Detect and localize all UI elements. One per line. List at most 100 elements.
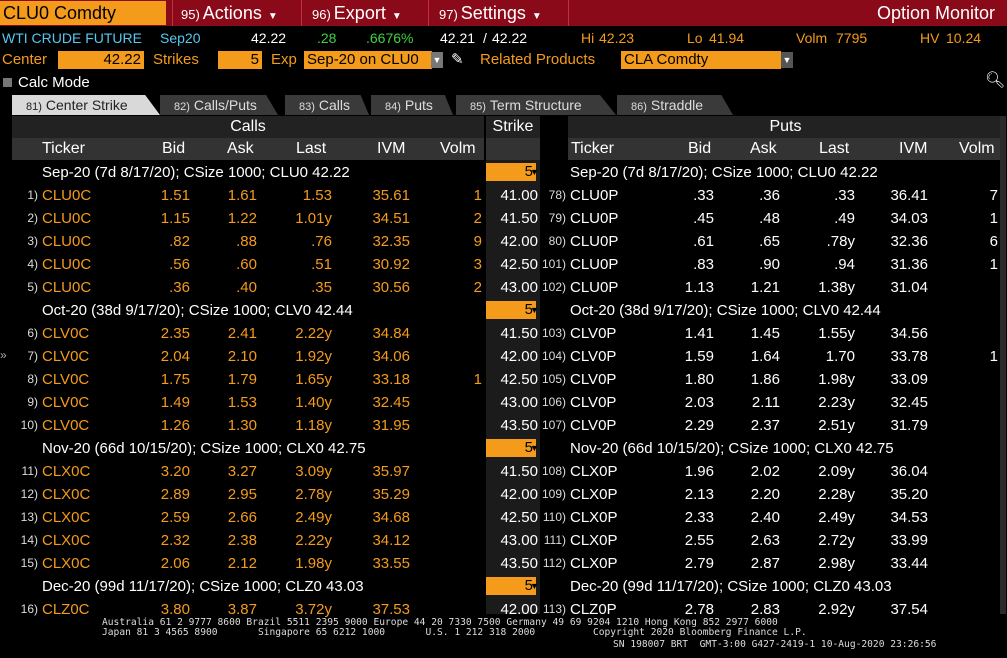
call-ticker[interactable]: CLX0C [42, 555, 91, 572]
call-ask: 1.79 [227, 371, 257, 388]
put-ticker[interactable]: CLU0P [570, 233, 619, 250]
strikes-input[interactable]: 5 [218, 51, 262, 69]
put-ticker[interactable]: CLV0P [570, 348, 617, 365]
col-ticker[interactable]: Ticker [42, 140, 85, 157]
table-row[interactable]: 5) CLU0C .36 .40 .35 30.56 2 43.00 102) CLU0P 1.13… [0, 276, 1000, 299]
expiry-dropdown-arrow-icon[interactable]: ▼ [431, 52, 443, 68]
table-row[interactable]: 10) CLV0C 1.26 1.30 1.18y 31.95 43.50 107) CLV0P… [0, 414, 1000, 437]
col-ask[interactable]: Ask [750, 140, 777, 157]
table-row[interactable]: 6) CLV0C 2.35 2.41 2.22y 34.84 41.50 103) CLV0P 1… [0, 322, 1000, 345]
call-ticker[interactable]: CLV0C [42, 348, 90, 365]
strikes-count-input[interactable]: 5 [486, 301, 536, 319]
call-ticker[interactable]: CLX0C [42, 509, 91, 526]
col-ivm[interactable]: IVM [899, 140, 928, 157]
call-bid: 3.80 [160, 601, 190, 618]
table-row[interactable]: 8) CLV0C 1.75 1.79 1.65y 33.18 1 42.50 105) CLV0P… [0, 368, 1000, 391]
col-volm[interactable]: Volm [959, 140, 995, 157]
col-ask[interactable]: Ask [227, 140, 254, 157]
put-ticker[interactable]: CLZ0P [570, 601, 617, 618]
security-ticker[interactable]: CLU0 Comdty [0, 1, 166, 25]
put-ticker[interactable]: CLX0P [570, 532, 618, 549]
settings-menu[interactable]: 97) Settings ▼ [428, 0, 568, 26]
col-last[interactable]: Last [819, 140, 850, 157]
pencil-icon[interactable]: ✎ [451, 51, 464, 68]
call-ticker[interactable]: CLV0C [42, 417, 90, 434]
related-products-input[interactable]: CLA Comdty [621, 51, 781, 69]
tab-calls-puts[interactable]: 82) Calls/Puts [160, 95, 278, 115]
strikes-count-input[interactable]: 5 [486, 577, 536, 595]
put-volm: 6 [989, 233, 998, 250]
strikes-dropdown-icon[interactable]: ▼ [530, 305, 539, 315]
put-ticker[interactable]: CLV0P [570, 371, 617, 388]
col-ticker[interactable]: Ticker [571, 140, 614, 157]
call-ticker[interactable]: CLZ0C [42, 601, 90, 618]
table-row[interactable]: 15) CLX0C 2.06 2.12 1.98y 33.55 43.50 112) CLX0P… [0, 552, 1000, 575]
table-row[interactable]: 1) CLU0C 1.51 1.61 1.53 35.61 1 41.00 78) CLU0P .3… [0, 184, 1000, 207]
strikes-dropdown-icon[interactable]: ▼ [530, 581, 539, 591]
strikes-count-input[interactable]: 5 [486, 439, 536, 457]
strikes-count-input[interactable]: 5 [486, 163, 536, 181]
expiry-select[interactable]: Sep-20 on CLU0 [304, 51, 432, 69]
call-ticker[interactable]: CLU0C [42, 256, 92, 273]
col-bid[interactable]: Bid [688, 140, 712, 157]
strikes-dropdown-icon[interactable]: ▼ [530, 443, 539, 453]
tab-straddle[interactable]: 86) Straddle [617, 95, 733, 115]
calc-mode-checkbox[interactable] [3, 78, 12, 87]
call-ticker[interactable]: CLX0C [42, 532, 91, 549]
table-row[interactable]: 9) CLV0C 1.49 1.53 1.40y 32.45 43.00 106) CLV0P 2… [0, 391, 1000, 414]
call-last: 1.01y [295, 210, 332, 227]
strikes-dropdown-icon[interactable]: ▼ [530, 167, 539, 177]
call-ticker[interactable]: CLU0C [42, 210, 92, 227]
put-ticker[interactable]: CLV0P [570, 394, 617, 411]
col-volm[interactable]: Volm [440, 140, 476, 157]
call-ask: 2.66 [227, 509, 257, 526]
table-row[interactable]: 7) CLV0C 2.04 2.10 1.92y 34.06 42.00 104) CLV0P 1… [0, 345, 1000, 368]
col-bid[interactable]: Bid [162, 140, 186, 157]
tab-puts[interactable]: 84) Puts [371, 95, 453, 115]
table-row[interactable]: 16) CLZ0C 3.80 3.87 3.72y 37.53 42.00 113) CLZ0P… [0, 598, 1000, 621]
put-ticker[interactable]: CLX0P [570, 555, 618, 572]
center-input[interactable]: 42.22 [58, 51, 144, 69]
col-ivm[interactable]: IVM [377, 140, 406, 157]
call-ticker[interactable]: CLV0C [42, 371, 90, 388]
table-row[interactable]: 2) CLU0C 1.15 1.22 1.01y 34.51 2 41.50 79) CLU0P.… [0, 207, 1000, 230]
put-ticker[interactable]: CLX0P [570, 463, 618, 480]
tab-center-strike[interactable]: 81) Center Strike [12, 95, 160, 115]
put-ticker[interactable]: CLV0P [570, 417, 617, 434]
put-ticker[interactable]: CLV0P [570, 325, 617, 342]
call-row-index: 6) [27, 326, 38, 340]
call-ticker[interactable]: CLU0C [42, 279, 92, 296]
table-row[interactable]: 13) CLX0C 2.59 2.66 2.49y 34.68 42.50 110) CLX0P… [0, 506, 1000, 529]
tab-calls[interactable]: 83) Calls [285, 95, 369, 115]
calls-header: Calls [12, 116, 484, 138]
call-ticker[interactable]: CLU0C [42, 187, 92, 204]
zoom-icon[interactable]: 🔍︎ [985, 72, 1006, 89]
call-ticker[interactable]: CLV0C [42, 325, 90, 342]
vertical-scrollbar[interactable] [1000, 116, 1006, 614]
put-ticker[interactable]: CLU0P [570, 279, 619, 296]
table-row[interactable]: 12) CLX0C 2.89 2.95 2.78y 35.29 42.00 109) CLX0P… [0, 483, 1000, 506]
actions-menu[interactable]: 95) Actions ▼ [172, 0, 300, 26]
put-ticker[interactable]: CLU0P [570, 187, 619, 204]
table-row[interactable]: 4) CLU0C .56 .60 .51 30.92 3 42.50 101) CLU0P .83.… [0, 253, 1000, 276]
call-ticker[interactable]: CLV0C [42, 394, 90, 411]
table-row[interactable]: 14) CLX0C 2.32 2.38 2.22y 34.12 43.00 111) CLX0P… [0, 529, 1000, 552]
call-last: 1.18y [295, 417, 332, 434]
put-ticker[interactable]: CLX0P [570, 509, 618, 526]
call-ticker[interactable]: CLX0C [42, 486, 91, 503]
put-ticker[interactable]: CLU0P [570, 210, 619, 227]
put-ticker[interactable]: CLU0P [570, 256, 619, 273]
related-dropdown-arrow-icon[interactable]: ▼ [781, 52, 793, 68]
call-ticker[interactable]: CLU0C [42, 233, 92, 250]
call-ask: 2.41 [227, 325, 257, 342]
call-ask: 2.10 [227, 348, 257, 365]
export-menu[interactable]: 96) Export ▼ [301, 0, 427, 26]
expand-arrow-icon[interactable]: » [0, 348, 7, 362]
tab-term-structure[interactable]: 85) Term Structure [456, 95, 616, 115]
col-last[interactable]: Last [296, 140, 327, 157]
call-ticker[interactable]: CLX0C [42, 463, 91, 480]
table-row[interactable]: 3) CLU0C .82 .88 .76 32.35 9 42.00 80) CLU0P .61 .6… [0, 230, 1000, 253]
put-ticker[interactable]: CLX0P [570, 486, 618, 503]
table-row[interactable]: 11) CLX0C 3.20 3.27 3.09y 35.97 41.50 108) CLX0P… [0, 460, 1000, 483]
strike-price: 42.50 [500, 256, 538, 273]
